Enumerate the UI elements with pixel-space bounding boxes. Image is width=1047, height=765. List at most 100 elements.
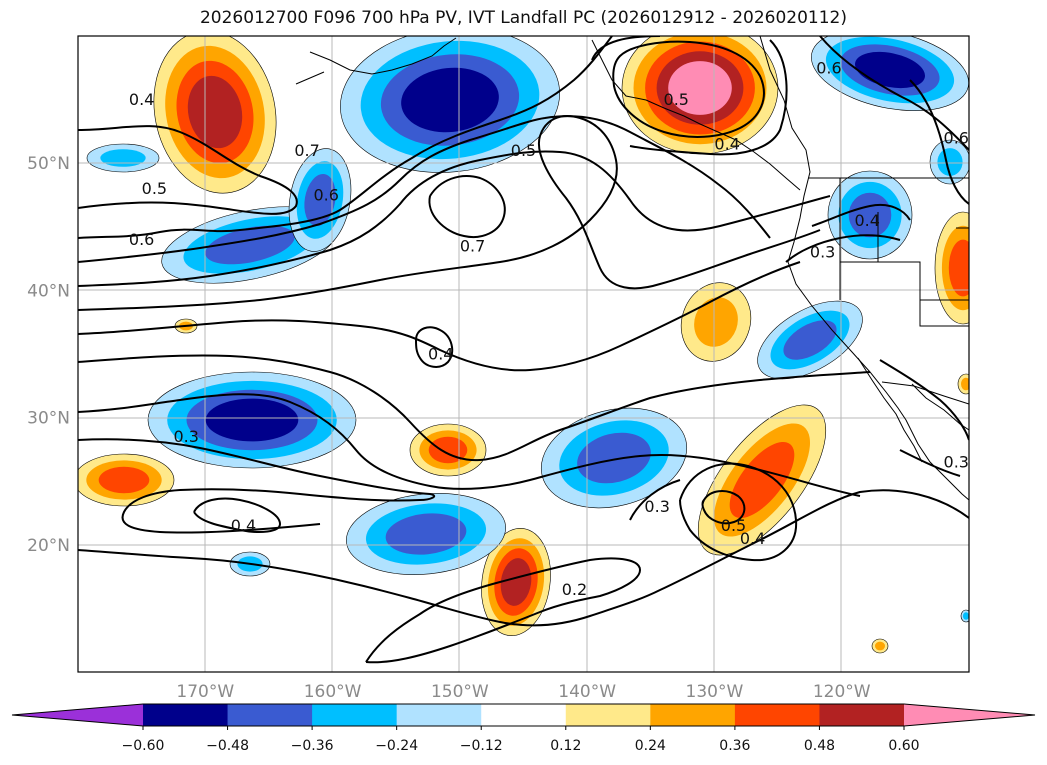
colorbar-tick-label: 0.60 [888,738,919,754]
coastlines [295,36,969,501]
pv-shading-contour [937,148,963,176]
contour-line [612,40,765,138]
colorbar-segment [396,704,482,726]
contour-line [819,36,969,151]
lon-tick-label: 160°W [304,682,362,702]
colorbar-tick-label: 0.36 [719,738,750,754]
lat-tick-label: 30°N [27,409,70,429]
pv-shading-contour [783,320,837,360]
contour-line [78,115,821,311]
contour-lines [78,36,969,664]
contour-label: 0.3 [944,453,969,472]
colorbar-segment [143,704,229,726]
contour-label: 0.6 [944,128,969,147]
contour-label: 0.3 [644,497,669,516]
contour-label: 0.6 [816,58,841,77]
contour-label: 0.3 [173,427,198,446]
coastline-north-america [759,36,969,501]
contour-line [629,479,681,521]
colorbar-segment [734,704,820,726]
contour-label: 0.4 [129,90,154,109]
contour-line [78,261,801,372]
contour-line [78,150,831,287]
contour-label: 0.7 [294,141,319,160]
contour-line [909,79,969,205]
contour-label: 0.4 [231,516,256,535]
contour-line [193,497,282,533]
colorbar-tick-label: −0.12 [460,738,503,754]
contour-line [879,359,969,441]
pv-shading-contour [500,558,532,606]
map-title: 2026012700 F096 700 hPa PV, IVT Landfall… [199,8,847,28]
pv-shading-contour [304,173,336,227]
contour-label: 0.4 [854,211,879,230]
contour-line [415,326,454,368]
coastline-alaska [295,37,457,85]
contour-labels: 0.70.70.60.60.60.60.50.50.50.50.40.40.40… [129,58,969,599]
pv-shading-contour [98,466,150,494]
pv-shading-contour [100,149,146,167]
pv-shading-contour [848,192,892,238]
colorbar-tick-label: 0.48 [804,738,835,754]
colorbar-extend-high [904,704,1035,726]
colorbar-tick-label: −0.24 [375,738,418,754]
contour-line [701,490,746,525]
contour-line [899,449,961,477]
colorbar-segment [227,704,313,726]
contour-label: 0.5 [721,516,746,535]
contour-label: 0.4 [428,345,453,364]
colorbar-extend-low [12,704,143,726]
contour-label: 0.5 [511,141,536,160]
contour-label: 0.3 [810,243,835,262]
contour-label: 0.5 [142,179,167,198]
pv-shading-contour [875,641,885,651]
contour-line [811,204,911,227]
contour-line [78,489,969,627]
pv-shading-contour [401,67,499,133]
pv-shading-contour [961,377,969,391]
contour-line [785,234,901,263]
pv-shading-contour [948,239,969,297]
lat-tick-label: 20°N [27,536,70,556]
lat-tick-label: 40°N [27,281,70,301]
gridlines [78,36,969,672]
pv-shading-contour [187,75,243,149]
contour-label: 0.6 [129,230,154,249]
contour-line [78,354,871,462]
contour-label: 0.6 [313,186,338,205]
pv-shading-contour [694,297,738,347]
pv-shading-contour [668,61,732,115]
contour-line [78,36,613,239]
lon-tick-label: 150°W [431,682,489,702]
colorbar-tick-label: 0.12 [550,738,581,754]
map-frame [77,35,970,673]
contour-line [679,462,798,562]
contour-label: 0.7 [460,236,485,255]
pv-shading-contour [962,612,969,620]
pv-shading-contour [577,432,651,484]
lon-tick-label: 140°W [558,682,616,702]
lat-tick-label: 50°N [27,154,70,174]
contour-label: 0.2 [562,580,587,599]
colorbar-tick-label: −0.36 [291,738,334,754]
contour-label: 0.4 [714,135,739,154]
colorbar-segment [481,704,567,726]
contour-label: 0.5 [664,90,689,109]
contour-label: 0.4 [740,529,765,548]
lon-tick-label: 130°W [686,682,744,702]
contour-line [365,557,642,664]
colorbar-segment [565,704,651,726]
colorbar-tick-label: −0.60 [122,738,165,754]
pv-shading-layer [78,36,969,654]
colorbar-segment [312,704,398,726]
contour-line [78,115,771,263]
lon-tick-label: 170°W [176,682,234,702]
lon-tick-label: 120°W [813,682,871,702]
colorbar-tick-label: 0.24 [635,738,666,754]
pv-shading-contour [385,513,467,555]
contour-line [428,175,506,238]
colorbar-segment [650,704,736,726]
axis-labels: 170°W 160°W 150°W 140°W 130°W 120°W 20°N 30°N 40… [27,154,871,702]
pv-shading-contour [729,441,795,519]
